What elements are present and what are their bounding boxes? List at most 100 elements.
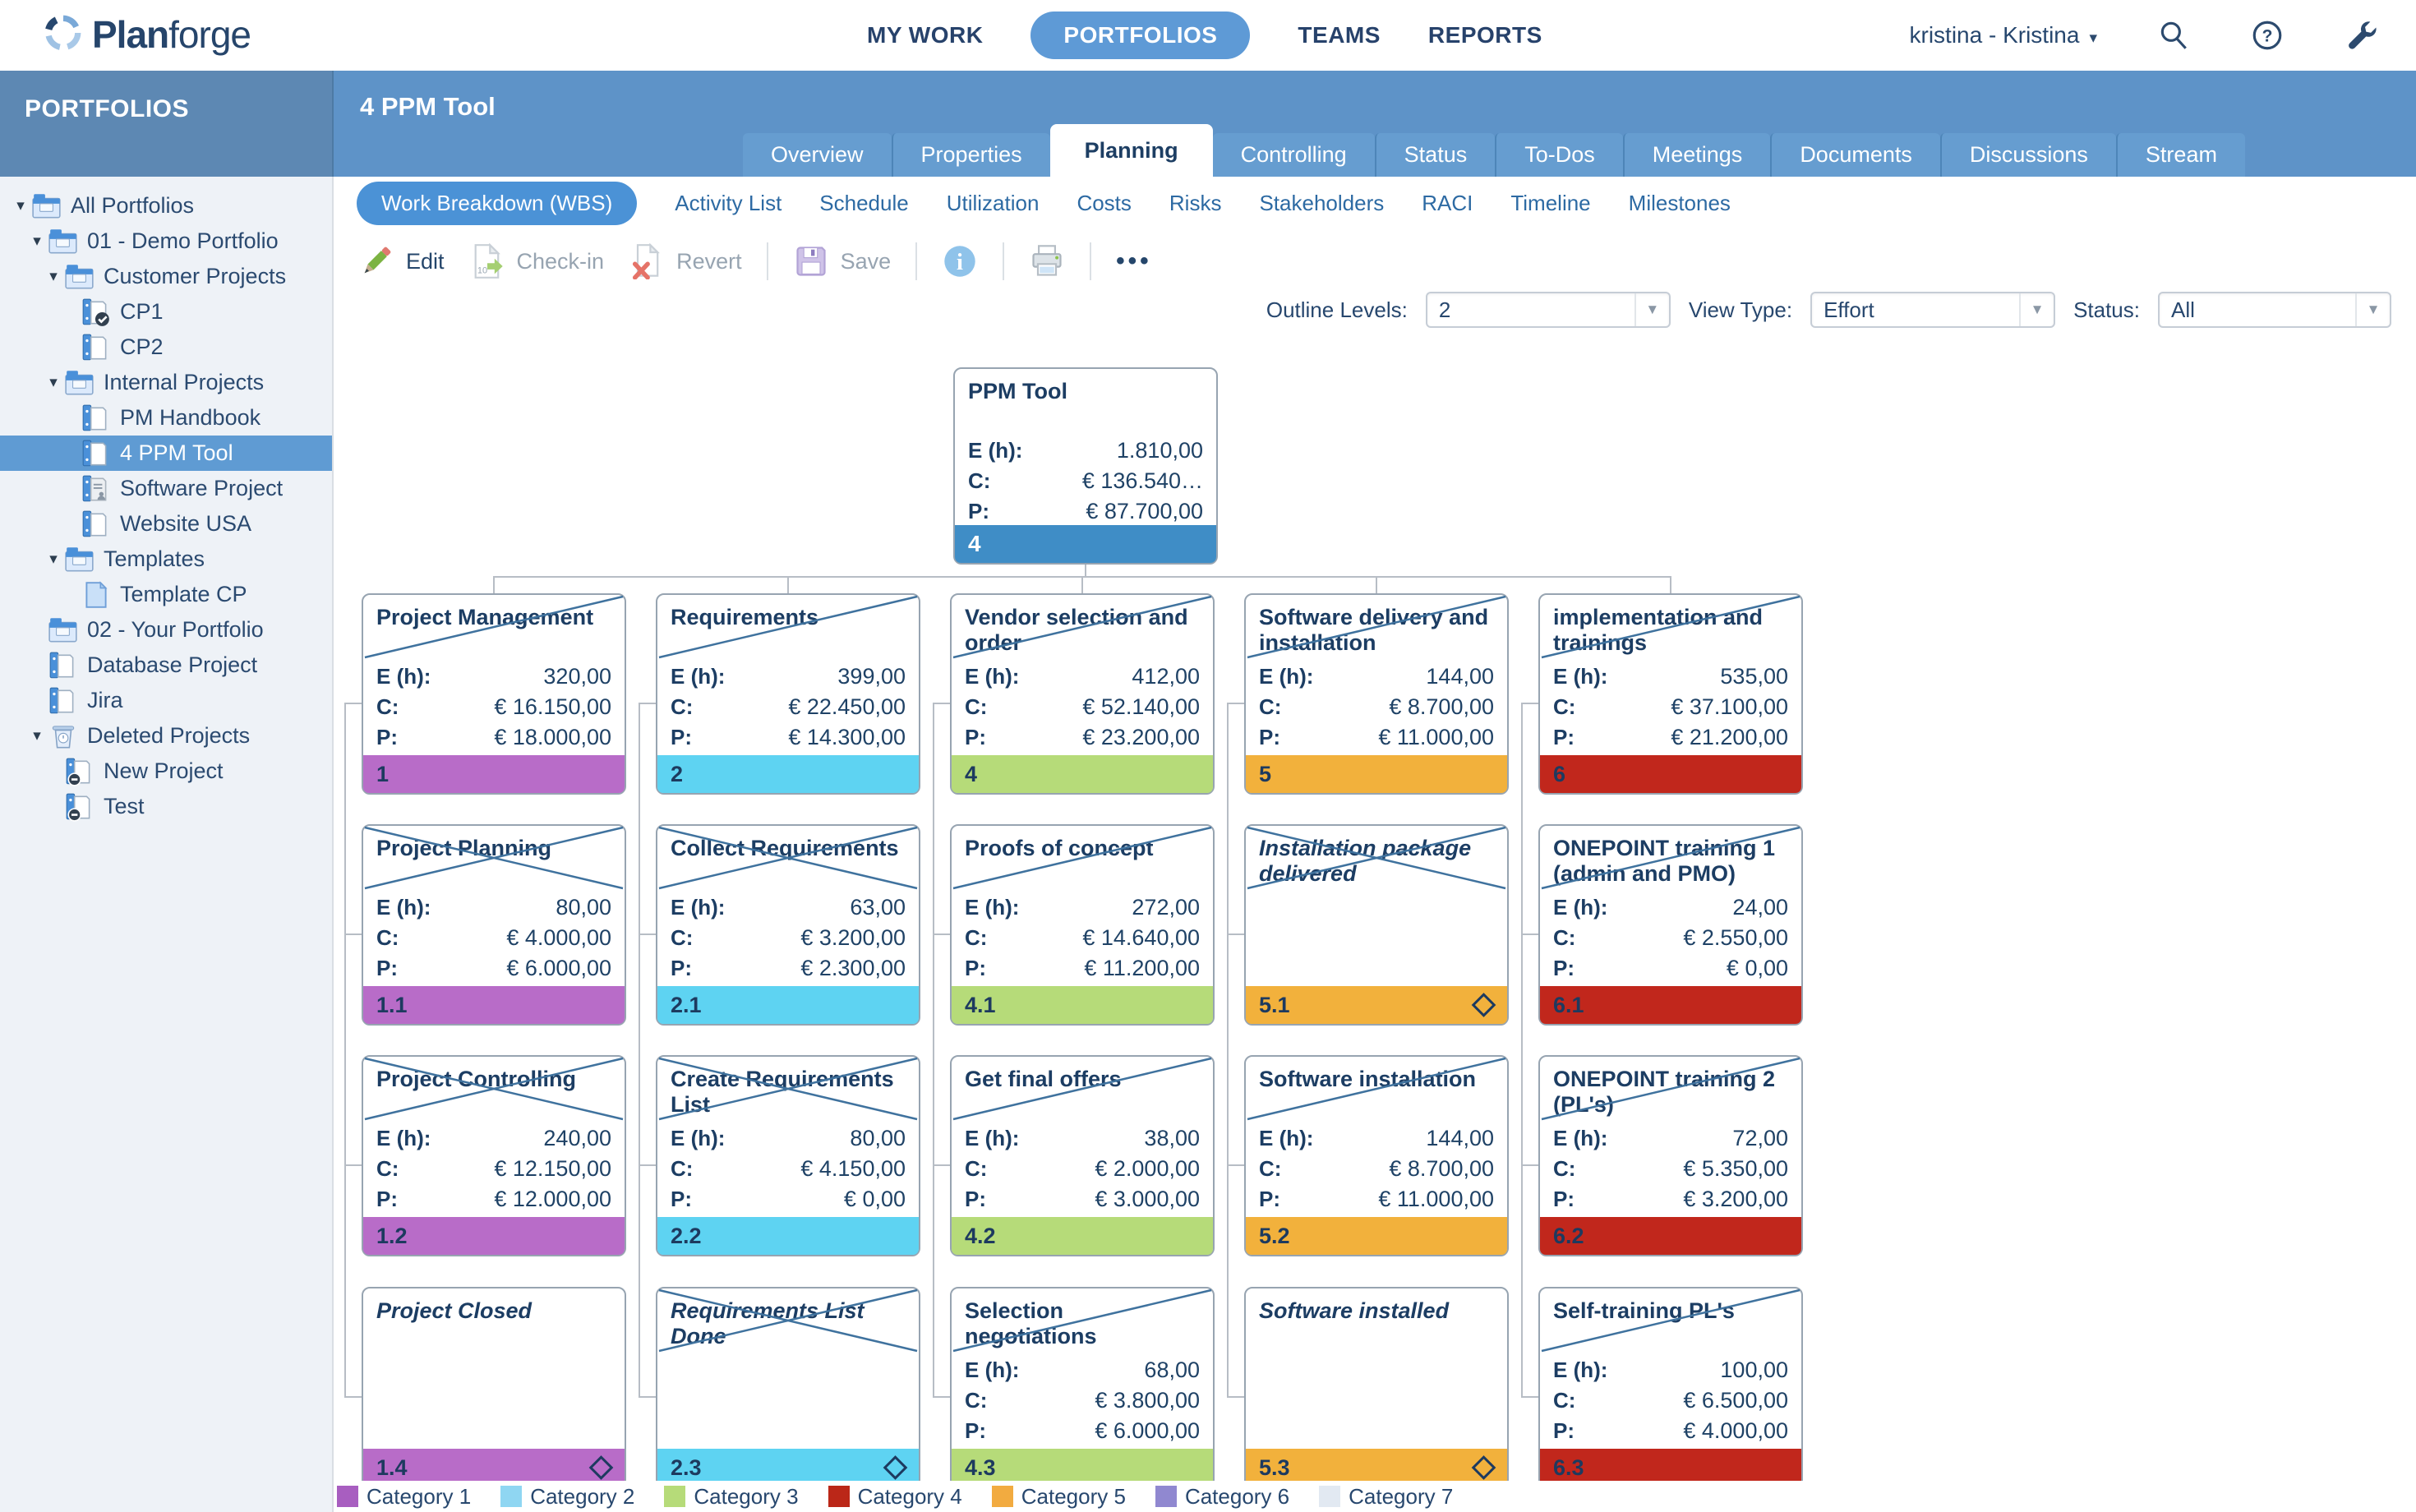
wbs-card-project-planning[interactable]: Project Planning E (h): 80,00 C: € 4.000,00 P… <box>362 824 626 1026</box>
tree-expander-icon[interactable]: ▾ <box>16 197 25 214</box>
wbs-card-software-installation[interactable]: Software installation E (h): 144,00 C: € 8.7… <box>1244 1055 1509 1256</box>
wbs-card-collect-requirements[interactable]: Collect Requirements E (h): 63,00 C: € 3.200… <box>656 824 920 1026</box>
tree-item-02-your-portfolio[interactable]: 02 - Your Portfolio <box>0 612 332 648</box>
wbs-card-code: 4.3 <box>965 1454 996 1480</box>
tree-item-templates[interactable]: ▾ Templates <box>0 542 332 577</box>
user-menu[interactable]: kristina - Kristina ▾ <box>1909 22 2097 48</box>
nav-portfolios[interactable]: PORTFOLIOS <box>1030 12 1251 59</box>
wbs-card-onepoint-training-2-pl-s[interactable]: ONEPOINT training 2 (PL's) E (h): 72,00 C: €… <box>1538 1055 1803 1256</box>
view-type-select[interactable]: Effort ▼ <box>1810 292 2056 328</box>
subtab-work-breakdown-wbs[interactable]: Work Breakdown (WBS) <box>357 181 638 225</box>
effort-row-label: E (h): <box>1553 1126 1608 1150</box>
tree-item-template-cp[interactable]: Template CP <box>0 577 332 612</box>
wbs-card-installation-package-delivered[interactable]: Installation package delivered 5.1 <box>1244 824 1509 1026</box>
wrench-icon[interactable] <box>2344 18 2378 53</box>
cost-row: C: € 12.150,00 <box>376 1156 611 1187</box>
subtab-milestones[interactable]: Milestones <box>1628 190 1731 215</box>
tree-item-deleted-projects[interactable]: ▾ Deleted Projects <box>0 718 332 754</box>
subtab-stakeholders[interactable]: Stakeholders <box>1259 190 1385 215</box>
tab-discussions[interactable]: Discussions <box>1939 133 2116 177</box>
tab-stream[interactable]: Stream <box>2115 133 2245 177</box>
wbs-card-get-final-offers[interactable]: Get final offers E (h): 38,00 C: € 2.000,00 P… <box>950 1055 1215 1256</box>
tab-overview[interactable]: Overview <box>743 133 892 177</box>
planned-row-value: € 11.000,00 <box>1378 1187 1494 1211</box>
wbs-card-selection-negotiations[interactable]: Selection negotiations E (h): 68,00 C: € 3.8… <box>950 1287 1215 1488</box>
wbs-card-self-training-pl-s[interactable]: Self-training PL's E (h): 100,00 C: € 6.500,… <box>1538 1287 1803 1488</box>
search-icon[interactable] <box>2156 18 2191 53</box>
subtab-risks[interactable]: Risks <box>1169 190 1222 215</box>
tree-item-cp1[interactable]: CP1 <box>0 294 332 330</box>
wbs-card-title: implementation and trainings <box>1553 605 1764 655</box>
tree-expander-icon[interactable]: ▾ <box>49 374 58 391</box>
connector-line <box>345 1396 362 1398</box>
effort-row: E (h): 399,00 <box>671 664 906 694</box>
tab-documents[interactable]: Documents <box>1770 133 1940 177</box>
tree-item-website-usa[interactable]: Website USA <box>0 506 332 542</box>
tree-item-all-portfolios[interactable]: ▾ All Portfolios <box>0 188 332 224</box>
more-actions-button[interactable]: ••• <box>1116 247 1152 274</box>
tab-status[interactable]: Status <box>1374 133 1496 177</box>
planned-row-label: P: <box>965 725 986 749</box>
planforge-logo[interactable]: Planforge <box>44 12 251 57</box>
subtab-utilization[interactable]: Utilization <box>946 190 1040 215</box>
tab-controlling[interactable]: Controlling <box>1212 133 1375 177</box>
wbs-card-software-delivery-and-installation[interactable]: Software delivery and installation E (h):… <box>1244 593 1509 795</box>
print-button[interactable] <box>1029 243 1065 279</box>
wbs-card-proofs-of-concept[interactable]: Proofs of concept E (h): 272,00 C: € 14.640,… <box>950 824 1215 1026</box>
wbs-card-project-management[interactable]: Project Management E (h): 320,00 C: € 16.150… <box>362 593 626 795</box>
tree-item-01-demo-portfolio[interactable]: ▾ 01 - Demo Portfolio <box>0 224 332 259</box>
effort-row-value: 144,00 <box>1426 664 1494 689</box>
wbs-card-project-controlling[interactable]: Project Controlling E (h): 240,00 C: € 12.15… <box>362 1055 626 1256</box>
subtab-schedule[interactable]: Schedule <box>819 190 909 215</box>
nav-my-work[interactable]: MY WORK <box>867 22 984 48</box>
subtab-costs[interactable]: Costs <box>1077 190 1132 215</box>
wbs-card-requirements-list-done[interactable]: Requirements List Done 2.3 <box>656 1287 920 1488</box>
wbs-card-requirements[interactable]: Requirements E (h): 399,00 C: € 22.450,00 P: €… <box>656 593 920 795</box>
project-icon <box>81 333 112 362</box>
wbs-card-vendor-selection-and-order[interactable]: Vendor selection and order E (h): 412,00 C:… <box>950 593 1215 795</box>
tree-expander-icon[interactable]: ▾ <box>49 268 58 285</box>
tree-item-cp2[interactable]: CP2 <box>0 330 332 365</box>
wbs-card-project-closed[interactable]: Project Closed 1.4 <box>362 1287 626 1488</box>
info-button[interactable]: i <box>942 243 978 279</box>
wbs-card-ppm-tool[interactable]: PPM Tool E (h): 1.810,00 C: € 136.540… P: € 87… <box>953 367 1218 565</box>
tree-item-customer-projects[interactable]: ▾ Customer Projects <box>0 259 332 294</box>
tree-item-new-project[interactable]: New Project <box>0 754 332 789</box>
edit-button[interactable]: Edit <box>358 243 445 279</box>
effort-row: E (h): 68,00 <box>965 1358 1200 1388</box>
revert-button[interactable]: Revert <box>629 243 742 279</box>
status-select[interactable]: All ▼ <box>2158 292 2391 328</box>
effort-row-label: E (h): <box>376 664 431 689</box>
cost-row: C: € 22.450,00 <box>671 694 906 725</box>
help-icon[interactable]: ? <box>2250 18 2285 53</box>
nav-teams[interactable]: TEAMS <box>1298 22 1381 48</box>
tree-expander-icon[interactable]: ▾ <box>49 551 58 568</box>
tree-item-software-project[interactable]: Software Project <box>0 471 332 506</box>
check-in-button[interactable]: 10 Check-in <box>469 243 604 279</box>
tree-item-jira[interactable]: Jira <box>0 683 332 718</box>
tree-item-internal-projects[interactable]: ▾ Internal Projects <box>0 365 332 400</box>
subtab-timeline[interactable]: Timeline <box>1510 190 1591 215</box>
tree-item-test[interactable]: Test <box>0 789 332 824</box>
wbs-card-create-requirements-list[interactable]: Create Requirements List E (h): 80,00 C: € 4… <box>656 1055 920 1256</box>
save-button[interactable]: Save <box>793 243 891 279</box>
wbs-card-software-installed[interactable]: Software installed 5.3 <box>1244 1287 1509 1488</box>
subtab-activity-list[interactable]: Activity List <box>675 190 782 215</box>
legend-label: Category 2 <box>530 1483 635 1509</box>
tree-item-pm-handbook[interactable]: PM Handbook <box>0 400 332 436</box>
subtab-raci[interactable]: RACI <box>1422 190 1473 215</box>
tab-planning[interactable]: Planning <box>1049 124 1213 177</box>
wbs-card-onepoint-training-1-admin-and-pmo[interactable]: ONEPOINT training 1 (admin and PMO) E (h)… <box>1538 824 1803 1026</box>
tree-expander-icon[interactable]: ▾ <box>33 727 41 744</box>
tree-item-4-ppm-tool[interactable]: 4 PPM Tool <box>0 436 332 471</box>
tab-to-dos[interactable]: To-Dos <box>1495 133 1623 177</box>
tree-expander-icon[interactable]: ▾ <box>33 233 41 250</box>
outline-levels-select[interactable]: 2 ▼ <box>1425 292 1671 328</box>
wbs-card-implementation-and-trainings[interactable]: implementation and trainings E (h): 535,00… <box>1538 593 1803 795</box>
tree-item-database-project[interactable]: Database Project <box>0 648 332 683</box>
tree-item-label: Internal Projects <box>104 370 265 394</box>
tab-meetings[interactable]: Meetings <box>1622 133 1771 177</box>
nav-reports[interactable]: REPORTS <box>1427 22 1542 48</box>
planned-row: P: € 0,00 <box>1553 956 1788 986</box>
tab-properties[interactable]: Properties <box>891 133 1050 177</box>
